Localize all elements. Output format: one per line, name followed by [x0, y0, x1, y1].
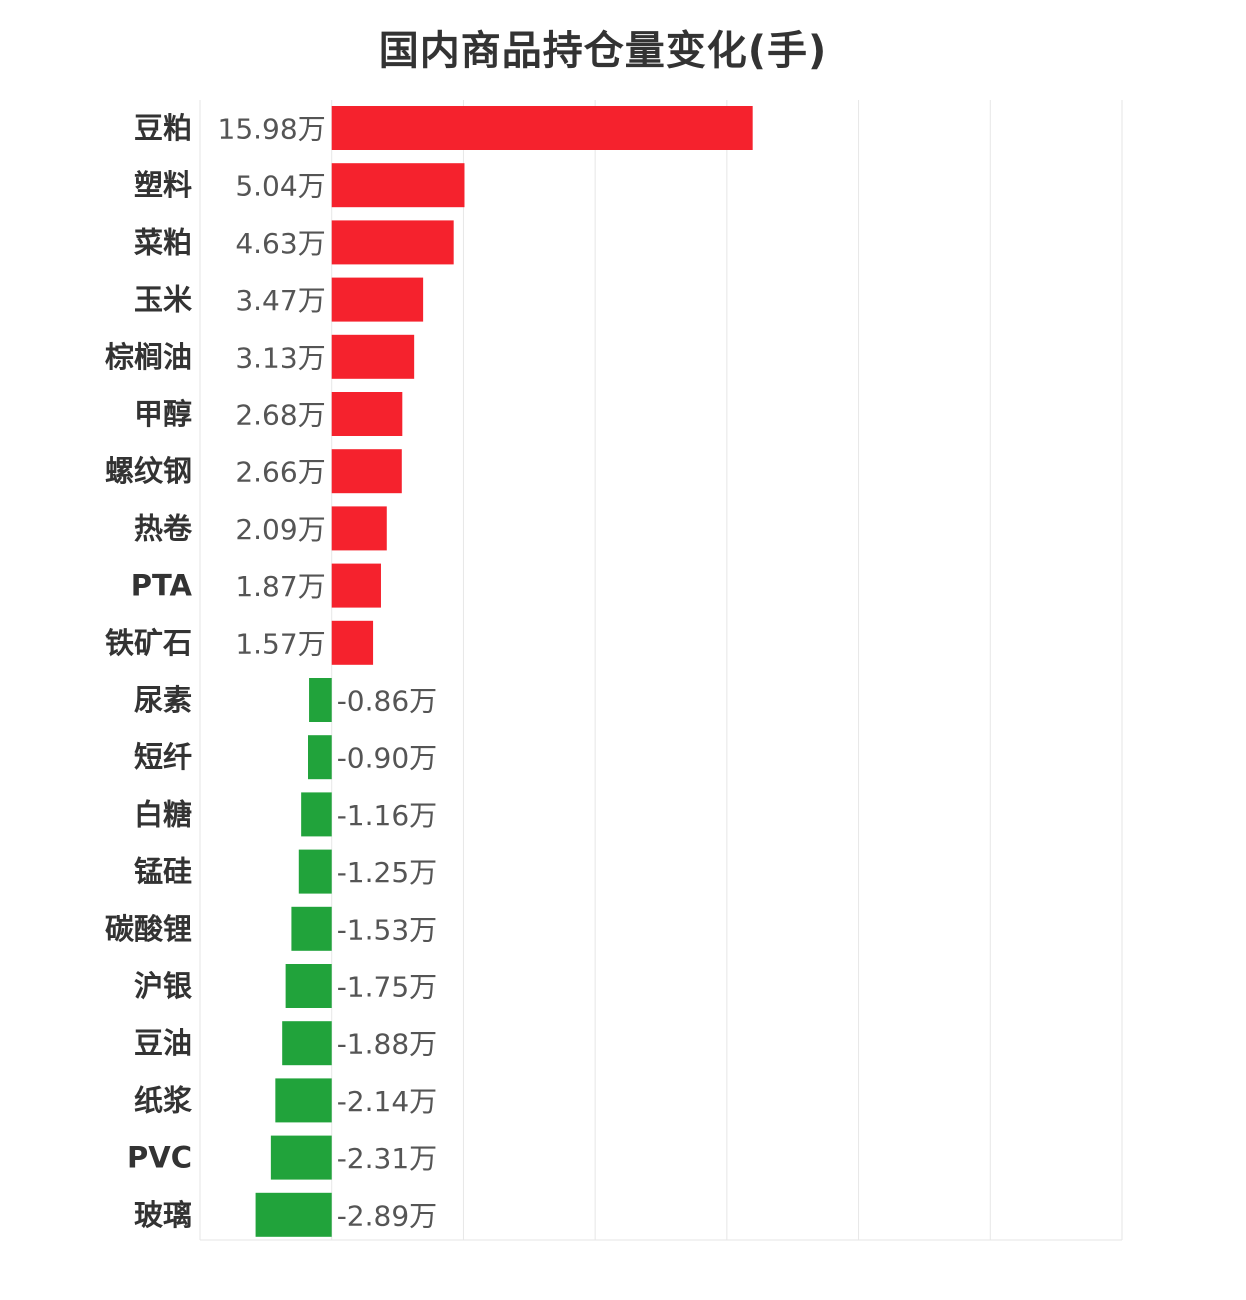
bar-10 [331, 620, 374, 665]
category-label: 菜粕 [134, 225, 192, 259]
category-label: 螺纹钢 [105, 454, 192, 488]
value-label: -0.86万 [337, 685, 437, 718]
bar-3 [331, 220, 454, 265]
bar-7 [331, 449, 402, 494]
value-label: 2.66万 [235, 456, 325, 489]
chart-title: 国内商品持仓量变化(手) [378, 28, 828, 74]
value-label: -1.88万 [337, 1028, 437, 1061]
bar-16 [285, 964, 332, 1008]
category-label: 塑料 [134, 168, 192, 202]
bar-19 [270, 1135, 332, 1180]
value-label: 1.87万 [235, 570, 325, 603]
value-label: 3.47万 [235, 284, 325, 317]
bar-4 [331, 277, 424, 322]
bar-11 [309, 678, 332, 722]
bar-1 [331, 106, 753, 150]
value-label: 4.63万 [235, 227, 325, 260]
value-label: 2.68万 [235, 399, 325, 432]
grid-lines [199, 100, 1123, 1241]
bar-17 [282, 1021, 332, 1066]
category-label: 白糖 [134, 797, 192, 831]
bar-14 [298, 849, 332, 894]
bar-15 [291, 906, 332, 951]
category-label: 碳酸锂 [105, 912, 192, 946]
value-label: -0.90万 [337, 742, 437, 775]
category-label: PVC [127, 1141, 192, 1175]
category-label: 沪银 [134, 969, 192, 1003]
bar-13 [301, 792, 332, 837]
category-label: PTA [131, 569, 193, 603]
category-label: 豆油 [134, 1026, 192, 1060]
value-label: -2.89万 [337, 1199, 437, 1232]
bar-2 [331, 163, 465, 208]
value-label: -1.25万 [337, 856, 437, 889]
bars [255, 106, 753, 1237]
category-label: 尿素 [134, 683, 192, 717]
category-label: 热卷 [134, 511, 193, 545]
bar-6 [331, 392, 403, 436]
value-label: -2.31万 [337, 1142, 437, 1175]
value-label: -2.14万 [337, 1085, 437, 1118]
bar-18 [275, 1078, 332, 1123]
bar-20 [255, 1192, 332, 1237]
value-label: 1.57万 [235, 627, 325, 660]
category-label: 纸浆 [134, 1083, 193, 1117]
bar-12 [308, 735, 332, 780]
category-label: 锰硅 [134, 855, 192, 889]
category-label: 铁矿石 [105, 626, 192, 660]
value-label: -1.75万 [337, 971, 437, 1004]
category-label: 玉米 [134, 283, 192, 317]
category-label: 短纤 [134, 740, 192, 774]
category-label: 玻璃 [134, 1198, 192, 1232]
value-label: 15.98万 [218, 113, 326, 146]
value-label: 3.13万 [235, 341, 325, 374]
value-label: 5.04万 [235, 170, 325, 203]
value-label: -1.16万 [337, 799, 437, 832]
category-label: 豆粕 [134, 111, 192, 145]
bar-8 [331, 506, 387, 551]
category-label: 甲醇 [134, 397, 192, 431]
value-label: -1.53万 [337, 913, 437, 946]
bar-9 [331, 563, 381, 608]
category-label: 棕榈油 [105, 340, 192, 374]
bar-5 [331, 334, 415, 379]
value-label: 2.09万 [235, 513, 325, 546]
